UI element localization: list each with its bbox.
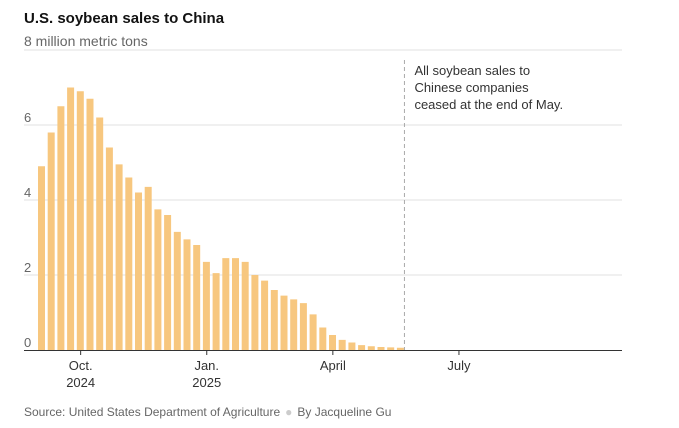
bar — [202, 261, 210, 350]
bar — [164, 215, 172, 350]
bar — [329, 335, 336, 350]
bar — [222, 258, 230, 350]
byline: By Jacqueline Gu — [297, 405, 392, 419]
bar — [193, 245, 201, 350]
bar — [173, 231, 181, 350]
footer: Source: United States Department of Agri… — [24, 405, 391, 419]
chart-title: U.S. soybean sales to China — [24, 10, 225, 27]
bar — [57, 106, 65, 350]
bar — [96, 117, 104, 350]
x-tick-label: July — [447, 358, 471, 373]
bar — [348, 342, 356, 350]
bar — [396, 347, 404, 350]
x-tick-label-year: 2025 — [192, 375, 221, 390]
bar — [358, 345, 366, 350]
bar — [338, 339, 346, 350]
y-tick-label: 0 — [24, 335, 31, 350]
source-note: Source: United States Department of Agri… — [24, 405, 281, 419]
bar — [67, 87, 75, 350]
bar — [144, 186, 152, 350]
bar — [309, 314, 317, 350]
axes: 0 2 4 6 Oct. 2024 Jan. 2025 April July — [24, 110, 622, 390]
bar — [280, 295, 288, 350]
bar — [115, 164, 123, 350]
gridlines — [24, 49, 622, 276]
bar — [241, 261, 249, 350]
x-tick-label: Oct. — [69, 358, 93, 373]
annotation-text: ceased at the end of May. — [414, 97, 563, 112]
bar — [377, 347, 385, 350]
bar — [232, 258, 239, 350]
bar — [367, 346, 375, 350]
bar — [76, 91, 84, 350]
bar — [299, 303, 307, 350]
bars — [38, 87, 404, 350]
bar — [251, 275, 259, 350]
bar — [290, 299, 298, 350]
bar — [270, 290, 278, 350]
x-tick-label-year: 2024 — [66, 375, 95, 390]
separator-dot-icon: ● — [285, 405, 293, 419]
bar — [125, 177, 133, 350]
bar — [135, 192, 142, 350]
y-tick-label: 2 — [24, 260, 31, 275]
bar — [261, 280, 269, 350]
bar — [212, 273, 220, 350]
annotation: All soybean sales to Chinese companies cea… — [403, 60, 563, 350]
bar — [319, 327, 327, 350]
bar — [183, 239, 191, 350]
x-tick-label: April — [320, 358, 346, 373]
bar — [154, 209, 162, 350]
bar — [387, 347, 395, 350]
bar — [38, 166, 45, 350]
x-tick-label: Jan. — [194, 358, 219, 373]
annotation-text: All soybean sales to — [414, 63, 530, 78]
bar — [47, 132, 55, 350]
annotation-text: Chinese companies — [414, 80, 529, 95]
bar — [105, 147, 113, 350]
y-tick-label: 6 — [24, 110, 31, 125]
y-tick-label: 4 — [24, 185, 31, 200]
bar — [86, 98, 94, 350]
y-axis-label: 8 million metric tons — [24, 33, 148, 49]
